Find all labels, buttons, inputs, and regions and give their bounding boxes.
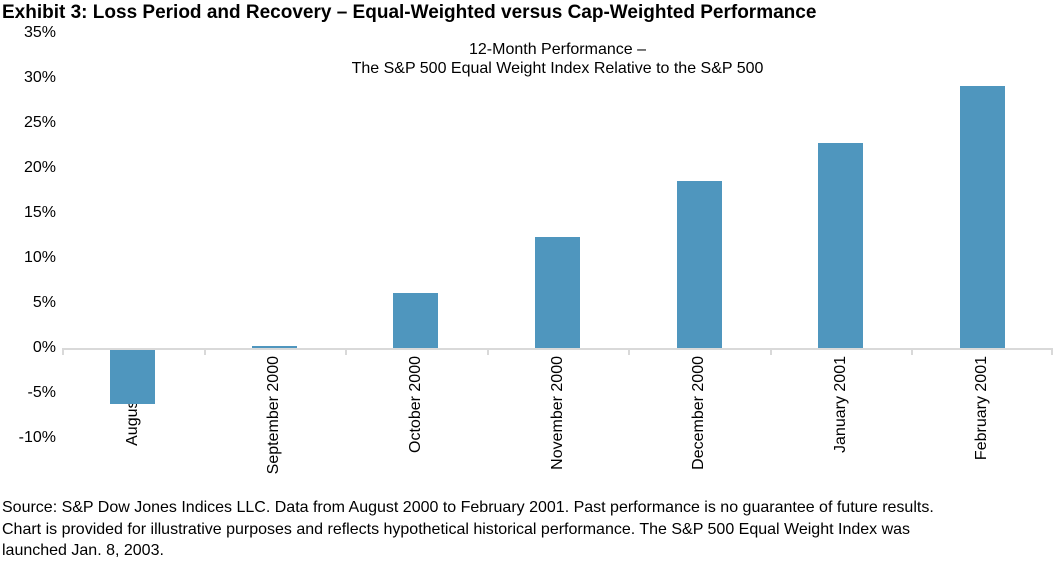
y-axis-tick-label: 0% xyxy=(32,339,56,356)
bar-august-2000 xyxy=(110,350,155,404)
bar-november-2000 xyxy=(535,237,580,348)
source-note-line-2: Chart is provided for illustrative purpo… xyxy=(2,520,911,538)
x-axis-tick xyxy=(770,348,772,355)
bar-december-2000 xyxy=(677,181,722,348)
x-axis-tick xyxy=(1051,348,1053,355)
y-axis-tick-label: -10% xyxy=(18,429,56,446)
y-axis-tick-label: 10% xyxy=(23,249,56,266)
bar-february-2001 xyxy=(960,86,1005,348)
y-axis-tick-label: 20% xyxy=(23,159,56,176)
y-axis-tick-label: 15% xyxy=(23,204,56,221)
x-axis-label-december-2000: December 2000 xyxy=(690,356,707,470)
x-axis-tick xyxy=(62,348,64,355)
bar-january-2001 xyxy=(818,143,863,348)
chart-title-line-1: 12-Month Performance – xyxy=(469,41,646,58)
x-axis-label-january-2001: January 2001 xyxy=(832,356,849,453)
exhibit-title: Exhibit 3: Loss Period and Recovery – Eq… xyxy=(2,2,817,23)
chart-title-line-2: The S&P 500 Equal Weight Index Relative … xyxy=(351,60,764,77)
x-axis-label-september-2000: September 2000 xyxy=(265,356,282,475)
x-axis-line xyxy=(62,348,1053,350)
x-axis-tick xyxy=(487,348,489,355)
x-axis-label-february-2001: February 2001 xyxy=(973,356,990,461)
x-axis-tick xyxy=(628,348,630,355)
y-axis-tick-label: 25% xyxy=(23,114,56,131)
y-axis-tick-label: 30% xyxy=(23,69,56,86)
y-axis-tick-label: 5% xyxy=(32,294,56,311)
x-axis-tick xyxy=(204,348,206,355)
source-note: Source: S&P Dow Jones Indices LLC. Data … xyxy=(2,497,1054,561)
x-axis-label-october-2000: October 2000 xyxy=(407,356,424,453)
source-note-line-1: Source: S&P Dow Jones Indices LLC. Data … xyxy=(2,499,934,516)
y-axis-tick-label: -5% xyxy=(27,384,56,401)
chart-title: 12-Month Performance – The S&P 500 Equal… xyxy=(62,40,1053,78)
x-axis-tick xyxy=(911,348,913,355)
bar-october-2000 xyxy=(393,293,438,348)
x-axis-tick xyxy=(345,348,347,355)
source-note-line-3: launched Jan. 8, 2003. xyxy=(2,542,164,559)
y-axis-tick-label: 35% xyxy=(23,24,56,41)
x-axis-label-november-2000: November 2000 xyxy=(549,356,566,470)
bar-september-2000 xyxy=(252,346,297,348)
